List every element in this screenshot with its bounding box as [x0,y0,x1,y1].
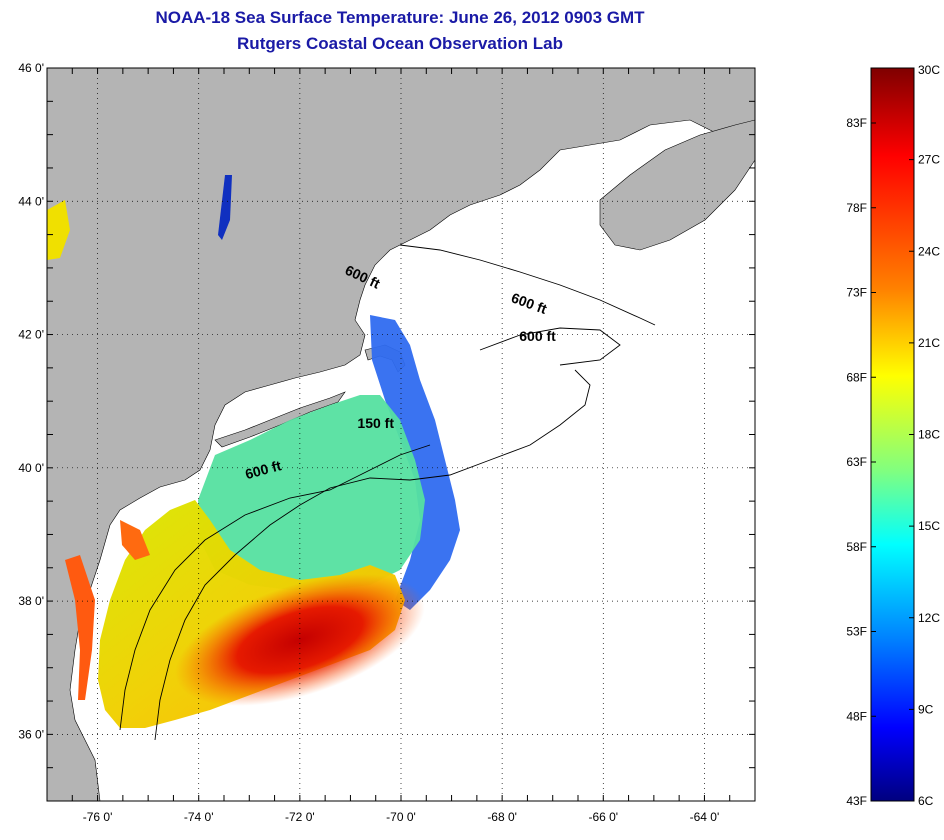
colorbar-fahrenheit-label: 78F [846,201,867,215]
contour-label: 600 ft [519,328,556,344]
lon-tick-label: -76 0' [83,810,113,824]
lat-tick-label: 38 0' [18,594,44,608]
lon-tick-label: -66 0' [588,810,618,824]
lat-tick-label: 36 0' [18,727,44,741]
land-long-island [214,391,346,448]
colorbar-fahrenheit-label: 68F [846,370,867,384]
lon-tick-label: -68 0' [487,810,517,824]
sst-shelf-green [198,395,425,590]
lon-tick-label: -64 0' [690,810,720,824]
contour-150ft [119,444,431,731]
map-content [47,68,755,801]
lon-tick-label: -72 0' [285,810,315,824]
grid-lines [47,67,755,801]
colorbar-celsius-label: 12C [918,611,940,625]
colorbar-celsius-label: 18C [918,428,940,442]
contour-600ft-georges [479,327,621,366]
sst-delaware-bay [120,520,150,560]
colorbar-fahrenheit-label: 43F [846,794,867,808]
lat-tick-label: 44 0' [18,194,44,208]
colorbar-celsius-label: 24C [918,244,940,258]
sst-warm-core [175,574,425,706]
contour-shelf-break [154,369,591,741]
colorbar-celsius-label: 6C [918,794,934,808]
lat-tick-label: 42 0' [18,328,44,342]
colorbar-celsius-label: 30C [918,63,940,77]
contour-label: 150 ft [357,415,394,431]
contour-600ft-gulf-of-maine [399,244,656,326]
lon-tick-label: -74 0' [184,810,214,824]
colorbar-fahrenheit-label: 83F [846,116,867,130]
colorbar-fahrenheit-label: 53F [846,625,867,639]
sst-lake-blue [218,175,232,240]
land-nova-scotia [599,119,755,251]
lat-tick-label: 40 0' [18,461,44,475]
colorbar-fahrenheit-label: 63F [846,455,867,469]
colorbar [870,67,915,802]
title-line-2: Rutgers Coastal Ocean Observation Lab [237,34,563,53]
colorbar-celsius-label: 21C [918,336,940,350]
sst-lake-patch [47,200,70,260]
lat-tick-label: 46 0' [18,61,44,75]
colorbar-celsius-label: 15C [918,519,940,533]
colorbar-celsius-label: 9C [918,702,934,716]
colorbar-fahrenheit-label: 73F [846,286,867,300]
colorbar-labels: 30C 27C 24C 21C 18C 15C 12C 9C 6C 83F 78F 73F 68F 63F… [846,63,940,808]
title-line-1: NOAA-18 Sea Surface Temperature: June 26… [155,8,645,27]
axis-ticks: 46 0' 44 0' 42 0' 40 0' 38 0' 36 0' -76 0' -74 … [18,61,756,824]
colorbar-fahrenheit-label: 48F [846,709,867,723]
colorbar-fahrenheit-label: 58F [846,540,867,554]
colorbar-celsius-label: 27C [918,153,940,167]
sst-estuary [65,555,95,700]
lon-tick-label: -70 0' [386,810,416,824]
